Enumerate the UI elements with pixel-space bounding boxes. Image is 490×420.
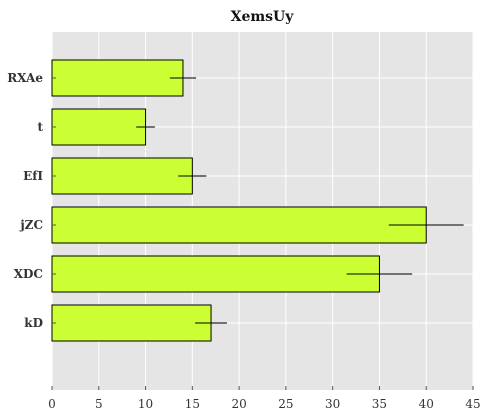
y-tick-label-jZC: jZC [19, 218, 43, 232]
x-tick-label: 5 [95, 397, 103, 411]
x-tick-label: 15 [185, 397, 200, 411]
y-tick-label-XDC: XDC [14, 267, 43, 281]
bar-jZC [51, 206, 427, 244]
y-tick-label-EfI: EfI [23, 169, 43, 183]
x-tick-label: 35 [372, 397, 387, 411]
y-tick-label-t: t [37, 120, 43, 134]
x-tick-label: 10 [138, 397, 153, 411]
x-tick-label: 0 [48, 397, 56, 411]
bar-RXAe [51, 59, 184, 97]
y-tick-label-RXAe: RXAe [7, 71, 43, 85]
x-tick-label: 20 [231, 397, 246, 411]
error-bars-layer [136, 77, 464, 324]
x-tick-label: 30 [325, 397, 340, 411]
x-tick-label: 45 [465, 397, 480, 411]
x-tick-labels: 0 5 10 15 20 25 30 35 40 45 [48, 386, 481, 411]
y-tick-label-kD: kD [24, 316, 43, 330]
bar-t [51, 108, 147, 146]
bar-kD [51, 304, 212, 342]
bar-XDC [51, 255, 380, 293]
x-tick-label: 25 [278, 397, 293, 411]
y-tick-labels: kD XDC jZC EfI t RXAe [7, 71, 56, 330]
bars-layer [51, 59, 427, 342]
x-tick-label: 40 [419, 397, 434, 411]
chart-title: XemsUy [231, 9, 295, 25]
bar-EfI [51, 157, 193, 195]
